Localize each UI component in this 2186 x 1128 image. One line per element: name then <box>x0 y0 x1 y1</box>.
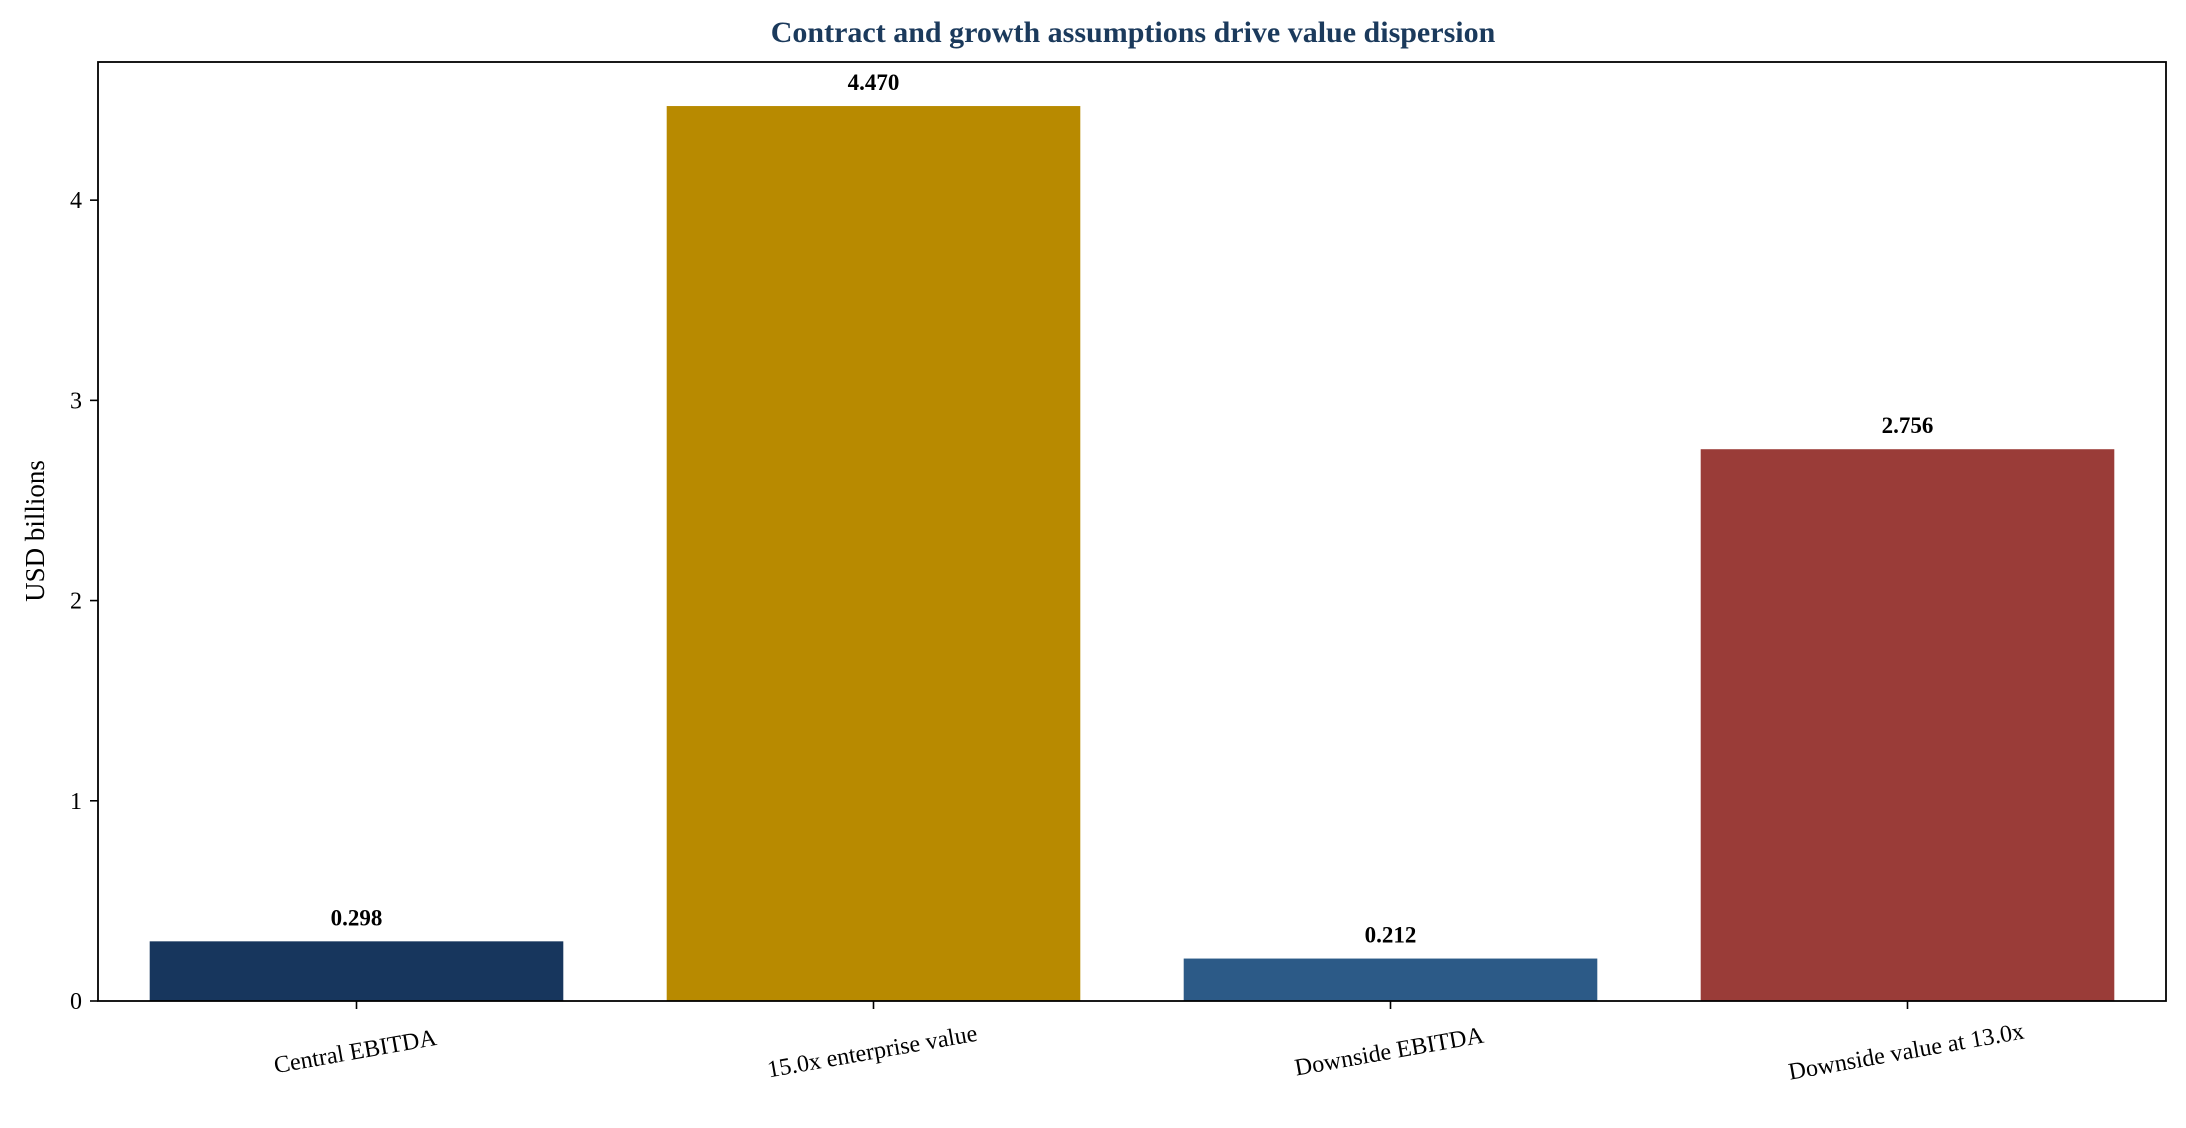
y-tick-label-1: 1 <box>70 789 82 815</box>
y-tick-label-3: 3 <box>70 388 82 414</box>
bar-2 <box>666 106 1081 1002</box>
x-tick-label-2: 15.0x enterprise value <box>765 1021 979 1084</box>
y-axis-label: USD billions <box>20 460 50 602</box>
x-tick-label-4: Downside value at 13.0x <box>1787 1019 2027 1086</box>
bar-3 <box>1183 958 1598 1001</box>
plot-frame <box>97 61 2167 1002</box>
bar-1 <box>149 941 564 1001</box>
y-tick-label-0: 0 <box>70 989 82 1015</box>
plot-area: 0.298 4.470 0.212 2.756 0 1 2 3 4 Central EBITDA 1… <box>70 61 2167 1086</box>
y-tick-label-4: 4 <box>70 188 82 214</box>
data-label-2: 4.470 <box>848 70 900 95</box>
x-tick-label-1: Central EBITDA <box>272 1025 439 1079</box>
bar-4 <box>1700 449 2115 1001</box>
data-label-1: 0.298 <box>331 905 383 930</box>
x-tick-label-3: Downside EBITDA <box>1293 1023 1487 1082</box>
y-tick-label-2: 2 <box>70 589 82 615</box>
data-label-3: 0.212 <box>1365 923 1417 948</box>
chart-title: Contract and growth assumptions drive va… <box>771 16 1496 49</box>
data-label-4: 2.756 <box>1882 413 1934 438</box>
